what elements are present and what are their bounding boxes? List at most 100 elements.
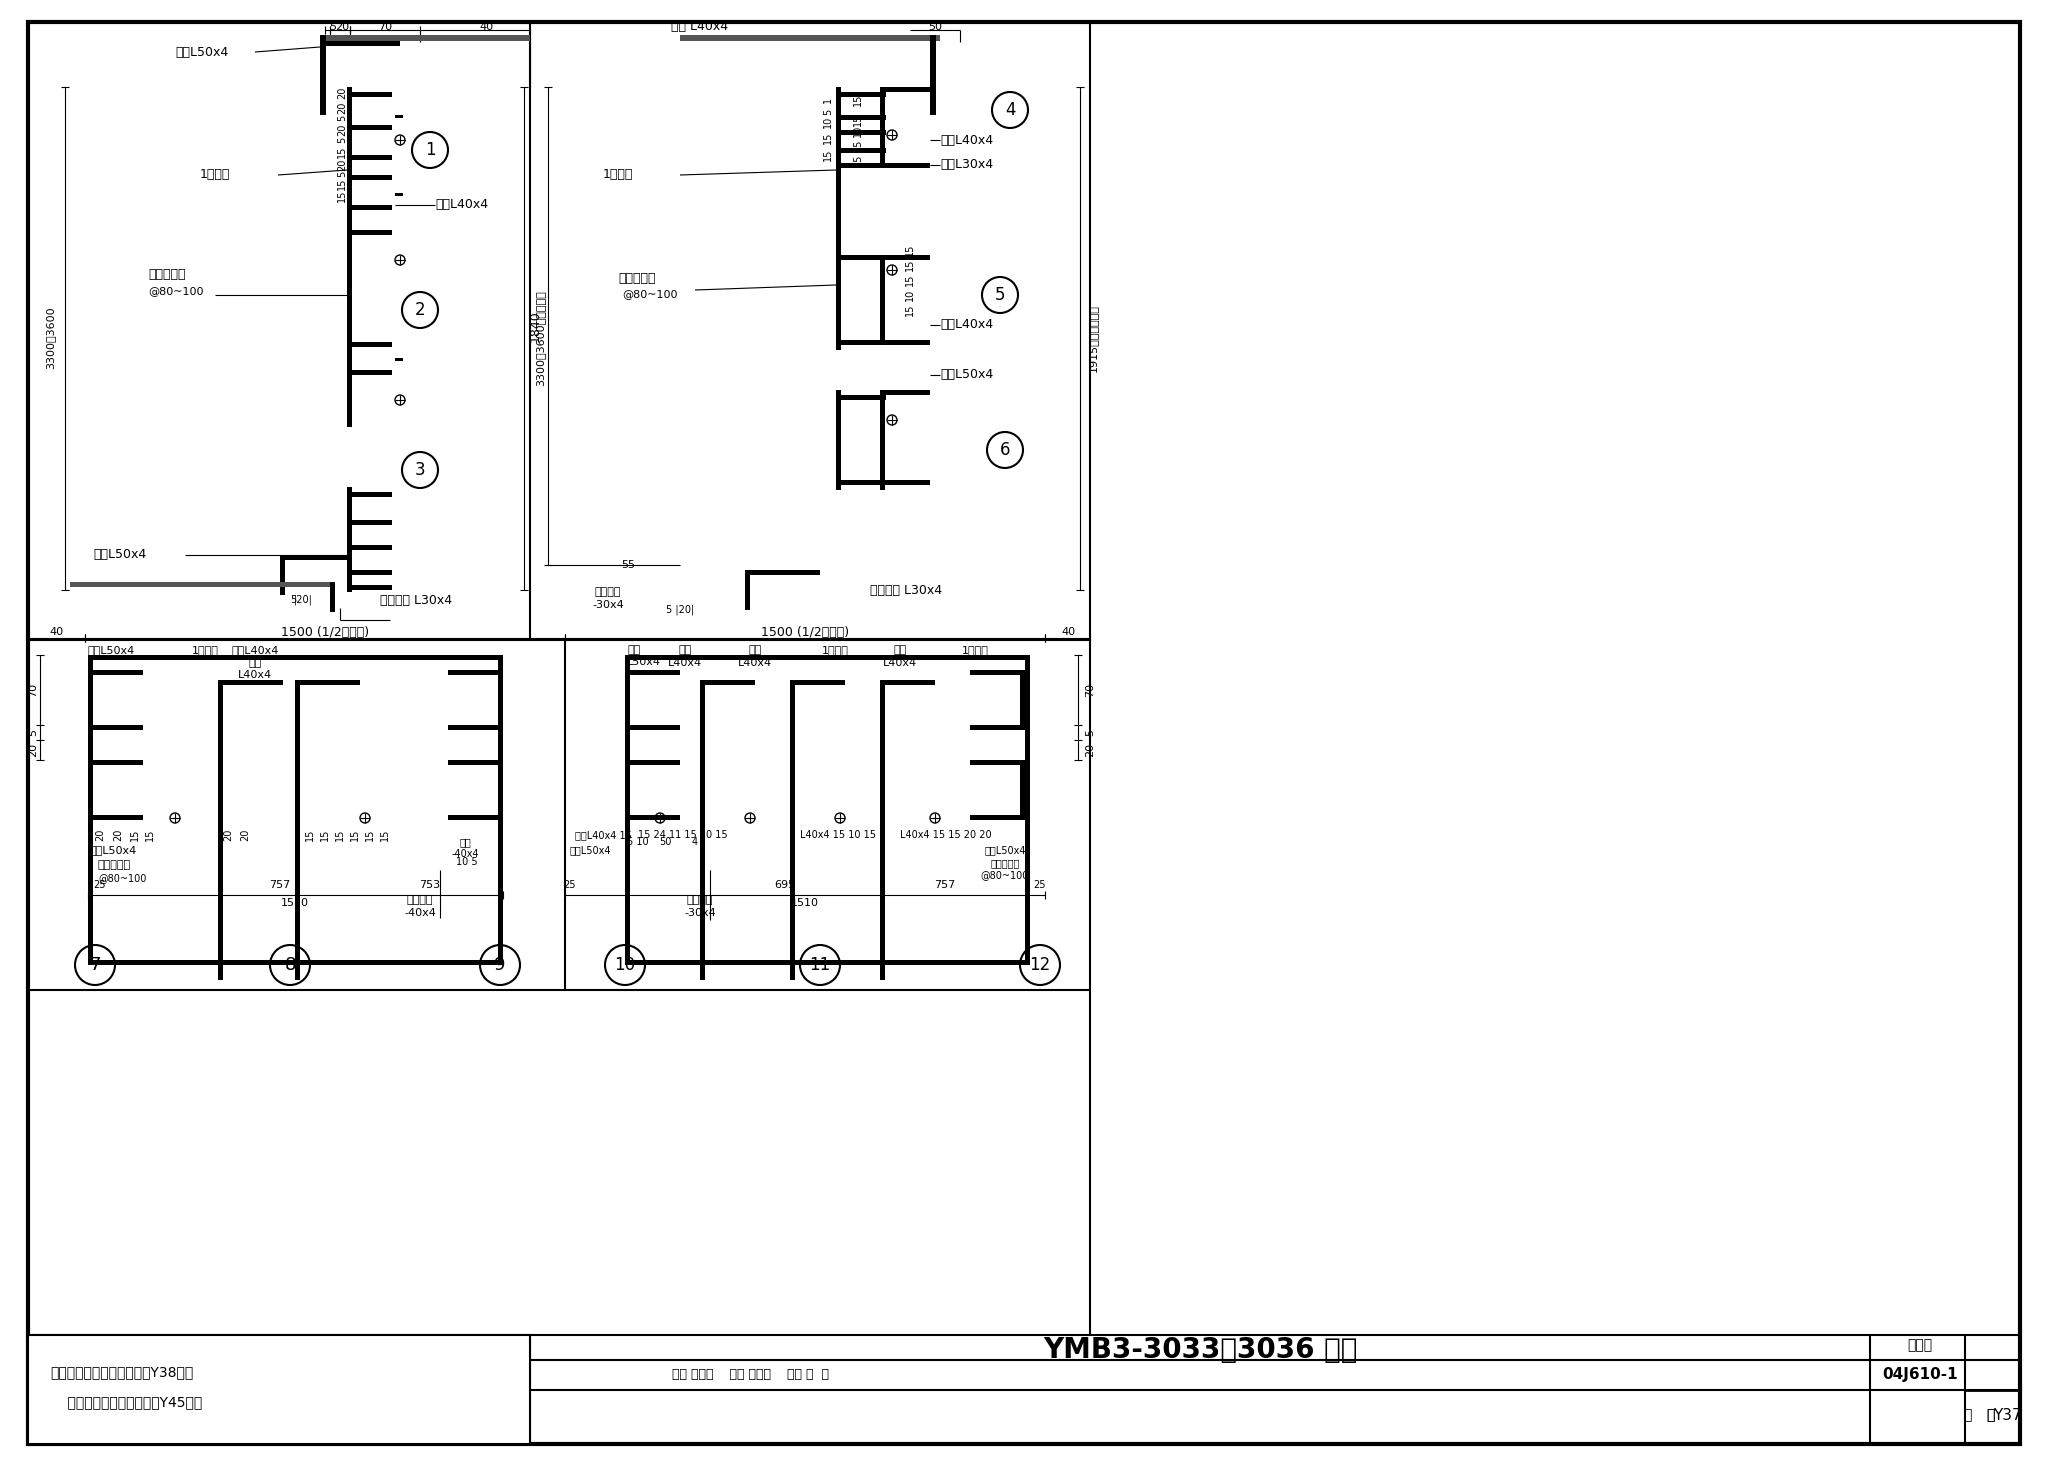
Text: 边框: 边框 [459, 837, 471, 847]
Text: 5: 5 [823, 108, 834, 116]
Text: 1: 1 [823, 97, 834, 103]
Bar [346, 86, 352, 337]
Bar [842, 92, 887, 97]
Bar [881, 390, 930, 396]
Bar [625, 725, 680, 730]
Bar [352, 371, 391, 375]
Text: @80~100: @80~100 [981, 870, 1030, 880]
Bar [395, 114, 403, 119]
Bar [881, 390, 885, 489]
Text: 3: 3 [414, 461, 426, 479]
Text: 1厚钢板: 1厚钢板 [193, 645, 219, 655]
Text: 5: 5 [291, 595, 297, 605]
Text: L40x4 15 15 20 20: L40x4 15 15 20 20 [899, 831, 991, 839]
Text: 1840: 1840 [528, 311, 541, 341]
Text: 3300，3600（门洞宽）: 3300，3600（门洞宽） [535, 290, 545, 385]
Bar [700, 680, 705, 980]
Text: 25: 25 [1034, 880, 1047, 891]
Text: 审核 王抿光    校对 李正圆    设计 洪  燊: 审核 王抿光 校对 李正圆 设计 洪 燊 [672, 1368, 829, 1381]
Bar [881, 481, 930, 485]
Text: 1915（含门顶高）: 1915（含门顶高） [1087, 305, 1098, 372]
Bar [498, 655, 504, 965]
Bar [881, 255, 930, 259]
Bar [881, 680, 885, 980]
Text: 半圆头铆钉: 半圆头铆钉 [147, 268, 186, 281]
Bar [625, 960, 1030, 965]
Bar [352, 545, 391, 549]
Bar [395, 357, 403, 360]
Text: 1厚钢板: 1厚钢板 [821, 645, 848, 655]
Text: -30x4: -30x4 [684, 908, 717, 919]
Bar [281, 555, 285, 595]
Text: 1500 (1/2门洞宽): 1500 (1/2门洞宽) [762, 626, 850, 639]
Text: 15: 15 [905, 274, 915, 286]
Bar [1020, 760, 1024, 820]
Text: 15: 15 [854, 94, 862, 105]
Bar [885, 680, 936, 686]
Text: 55: 55 [621, 560, 635, 570]
Text: -30x4: -30x4 [592, 601, 625, 609]
Text: 页: 页 [1962, 1408, 1970, 1423]
Text: Y37: Y37 [1993, 1408, 2021, 1423]
Text: 盖缝扁钢: 盖缝扁钢 [686, 895, 713, 905]
Bar [352, 155, 391, 160]
Bar [842, 130, 887, 135]
Bar [352, 92, 391, 97]
Bar [705, 960, 756, 965]
Text: 20: 20 [113, 829, 123, 841]
Text: 15: 15 [305, 829, 315, 841]
Bar [319, 41, 326, 86]
Text: 1500 (1/2门洞宽): 1500 (1/2门洞宽) [281, 626, 369, 639]
Bar [299, 960, 360, 965]
Text: 横档 L40x4: 横档 L40x4 [672, 21, 729, 34]
Text: 横档: 横档 [893, 645, 907, 655]
Bar [791, 680, 795, 980]
Text: -40x4: -40x4 [451, 850, 479, 858]
Bar [930, 35, 936, 114]
Bar [223, 960, 283, 965]
Text: 5: 5 [1085, 730, 1096, 737]
Text: 下工L40x4: 下工L40x4 [940, 318, 993, 331]
Text: 20: 20 [338, 101, 346, 114]
Text: 15: 15 [905, 303, 915, 316]
Bar [217, 680, 223, 980]
Bar [352, 341, 391, 347]
Text: L40x4: L40x4 [668, 658, 702, 668]
Text: 15: 15 [823, 132, 834, 144]
Text: 15: 15 [905, 259, 915, 271]
Text: 半圆头铆钉: 半圆头铆钉 [991, 858, 1020, 867]
Bar [352, 174, 391, 180]
Bar [319, 35, 530, 41]
Text: 11: 11 [809, 957, 831, 974]
Text: 15: 15 [319, 829, 330, 841]
Text: 5: 5 [338, 114, 346, 122]
Bar [971, 670, 1024, 675]
Text: @80~100: @80~100 [623, 289, 678, 299]
Bar [842, 396, 887, 400]
Text: 半圆头铆钉: 半圆头铆钉 [618, 271, 655, 284]
Bar [705, 680, 756, 686]
Text: 1厚钢板: 1厚钢板 [602, 168, 633, 182]
Bar [352, 125, 391, 130]
Text: 半圆头铆钉: 半圆头铆钉 [98, 860, 131, 870]
Text: -40x4: -40x4 [403, 908, 436, 919]
Text: 70: 70 [379, 22, 391, 32]
Text: 6: 6 [999, 441, 1010, 459]
Text: 5: 5 [338, 171, 346, 177]
Bar [625, 655, 1030, 661]
Bar [881, 163, 930, 168]
Bar [842, 255, 887, 259]
Text: 757: 757 [934, 880, 956, 891]
Text: 50: 50 [659, 837, 672, 847]
Text: |20|: |20| [293, 595, 313, 605]
Bar [395, 193, 403, 196]
Text: 20: 20 [338, 125, 346, 136]
Bar [223, 680, 283, 686]
Text: 1510: 1510 [281, 898, 309, 908]
Text: 5 10: 5 10 [627, 837, 649, 847]
Text: 40: 40 [49, 627, 63, 637]
Bar [500, 650, 565, 960]
Text: 5: 5 [995, 286, 1006, 305]
Text: 页: 页 [1987, 1408, 1995, 1423]
Bar [346, 337, 352, 426]
